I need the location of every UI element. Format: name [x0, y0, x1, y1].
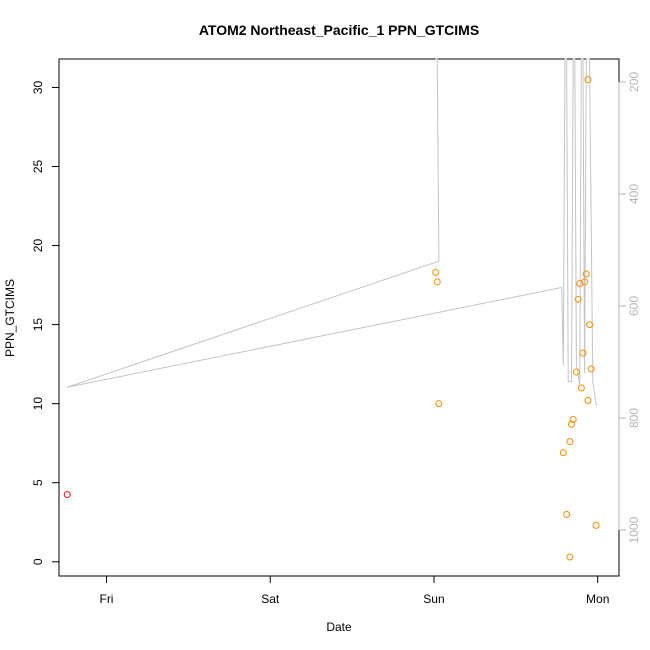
data-point: [592, 521, 600, 529]
y2-tick-label: 200: [627, 72, 641, 92]
data-point: [63, 491, 71, 499]
y2-tick-label: 400: [627, 184, 641, 204]
data-point: [587, 365, 595, 373]
y-tick-label: 20: [31, 239, 45, 253]
x-axis-label: Date: [326, 620, 352, 634]
x-tick-label: Mon: [586, 592, 609, 606]
data-point: [572, 368, 580, 376]
y-tick-label: 10: [31, 397, 45, 411]
y-tick-label: 25: [31, 160, 45, 174]
data-point: [581, 278, 589, 286]
y-axis-right: 200 400 600 800 1000: [618, 72, 641, 543]
points-group: [63, 76, 600, 561]
track-line-segment: [435, 58, 440, 262]
x-axis: Fri Sat Sun Mon: [99, 575, 609, 606]
data-point: [432, 268, 440, 276]
y2-tick-label: 1000: [627, 516, 641, 543]
data-point: [433, 278, 441, 286]
data-point: [579, 349, 587, 357]
x-tick-label: Fri: [99, 592, 113, 606]
data-point: [574, 295, 582, 303]
data-point: [569, 415, 577, 423]
y-axis-label: PPN_GTCIMS: [3, 279, 17, 357]
data-point: [577, 384, 585, 392]
data-point: [568, 420, 576, 428]
data-point: [586, 321, 594, 329]
data-point: [563, 510, 571, 518]
data-point: [435, 400, 443, 408]
y2-tick-label: 800: [627, 408, 641, 428]
y-axis-left: 0 5 10 15 20 25 30: [31, 80, 60, 565]
y-tick-label: 30: [31, 80, 45, 94]
data-point: [566, 438, 574, 446]
track-line-segment: [67, 260, 440, 388]
y2-tick-label: 600: [627, 296, 641, 316]
data-point: [582, 270, 590, 278]
chart-title: ATOM2 Northeast_Pacific_1 PPN_GTCIMS: [199, 22, 479, 38]
y-tick-label: 15: [31, 318, 45, 332]
data-point: [566, 553, 574, 561]
data-point: [584, 397, 592, 405]
y-tick-label: 0: [31, 558, 45, 565]
data-point: [559, 449, 567, 457]
x-tick-label: Sat: [261, 592, 280, 606]
y-tick-label: 5: [31, 479, 45, 486]
track-line-group: [67, 58, 598, 406]
x-tick-label: Sun: [423, 592, 444, 606]
track-line-segment: [67, 58, 598, 406]
plot-frame: [58, 58, 620, 577]
data-point: [584, 76, 592, 84]
data-point: [576, 280, 584, 288]
